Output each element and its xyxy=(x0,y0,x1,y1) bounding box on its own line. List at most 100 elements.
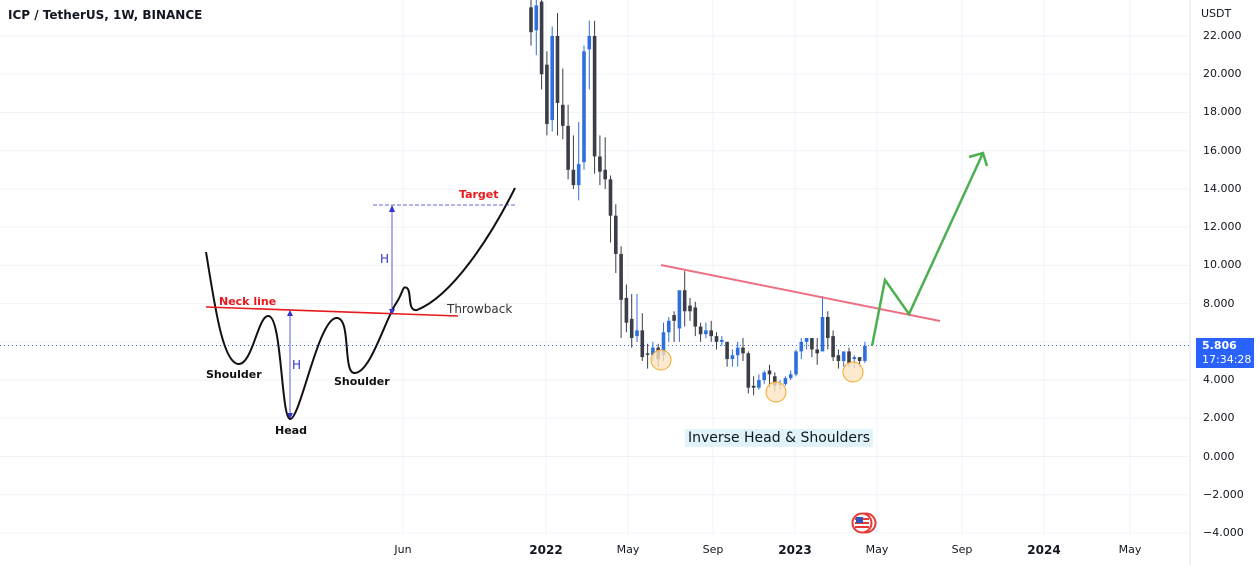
candle-body[interactable] xyxy=(757,380,761,388)
symbol-title[interactable]: ICP / TetherUS, 1W, BINANCE xyxy=(8,8,203,22)
arrow-up-icon xyxy=(389,205,395,212)
candle-body[interactable] xyxy=(714,336,719,342)
candle-body[interactable] xyxy=(799,341,804,352)
candle-body[interactable] xyxy=(826,316,830,339)
candle-body[interactable] xyxy=(852,357,857,360)
arrow-down-icon xyxy=(287,413,293,419)
candle-body[interactable] xyxy=(841,351,846,361)
candle-body[interactable] xyxy=(746,353,751,388)
candle-body[interactable] xyxy=(645,353,650,355)
candle-body[interactable] xyxy=(614,215,618,254)
us-flag-icon[interactable] xyxy=(851,512,877,534)
candle-body[interactable] xyxy=(831,336,835,358)
candle-body[interactable] xyxy=(698,326,703,335)
candle-body[interactable] xyxy=(529,7,533,33)
candle-body[interactable] xyxy=(741,347,745,354)
candle-body[interactable] xyxy=(788,374,793,379)
candle-body[interactable] xyxy=(725,341,729,360)
candle-body[interactable] xyxy=(629,318,634,339)
candle-body[interactable] xyxy=(566,125,570,170)
candle-body[interactable] xyxy=(794,351,798,375)
candle-body[interactable] xyxy=(783,378,788,384)
candle-body[interactable] xyxy=(720,339,724,342)
candle-body[interactable] xyxy=(688,305,692,312)
projection-arrow[interactable] xyxy=(870,152,985,347)
candle-body[interactable] xyxy=(661,332,666,356)
diagram-target-label: Target xyxy=(459,188,499,201)
candle-body[interactable] xyxy=(804,338,809,342)
price-tick-label: 14.000 xyxy=(1203,181,1242,195)
time-tick-label: May xyxy=(616,543,640,556)
candle-body[interactable] xyxy=(534,5,539,31)
candle-body[interactable] xyxy=(730,355,735,360)
time-tick-label: May xyxy=(1118,543,1142,556)
time-tick-label: 2023 xyxy=(778,543,812,557)
diagram-height-label-lower: H xyxy=(292,358,302,372)
candle-body[interactable] xyxy=(677,290,682,329)
pattern-caption[interactable]: Inverse Head & Shoulders xyxy=(685,429,874,447)
highlight-circle[interactable] xyxy=(650,349,672,371)
last-price-value: 5.806 xyxy=(1202,339,1237,352)
diagram-neckline-label: Neck line xyxy=(219,295,277,308)
candle-body[interactable] xyxy=(810,338,814,350)
price-tick-label: 16.000 xyxy=(1203,143,1242,157)
highlight-circle[interactable] xyxy=(765,381,787,403)
candle-body[interactable] xyxy=(672,315,676,321)
candle-body[interactable] xyxy=(762,372,766,381)
candle-body[interactable] xyxy=(863,345,867,361)
candle-body[interactable] xyxy=(709,330,713,337)
arrow-head-icon xyxy=(968,151,989,167)
highlight-circle[interactable] xyxy=(842,361,864,383)
candle-body[interactable] xyxy=(847,351,851,363)
candle-body[interactable] xyxy=(576,164,581,186)
candle-body[interactable] xyxy=(857,357,862,361)
time-tick-label: Sep xyxy=(702,543,724,556)
candle-body[interactable] xyxy=(682,290,687,312)
price-tick-label: 8.000 xyxy=(1203,296,1235,310)
candle-body[interactable] xyxy=(635,330,639,337)
price-tick-label: −2.000 xyxy=(1203,487,1244,501)
candle-body[interactable] xyxy=(550,36,554,121)
candle-body[interactable] xyxy=(561,104,565,126)
candle-body[interactable] xyxy=(836,355,841,361)
candle-body[interactable] xyxy=(539,1,544,75)
price-tick-label: −4.000 xyxy=(1203,526,1244,539)
price-axis-unit: USDT xyxy=(1201,7,1232,20)
candle-body[interactable] xyxy=(693,307,698,327)
candle-body[interactable] xyxy=(751,385,756,388)
candle-body[interactable] xyxy=(587,36,592,50)
candle-body[interactable] xyxy=(820,316,825,352)
candle-body[interactable] xyxy=(545,64,549,124)
candle-body[interactable] xyxy=(582,51,586,163)
candle-body[interactable] xyxy=(767,370,772,375)
time-tick-label: 2024 xyxy=(1027,543,1061,557)
candle-body[interactable] xyxy=(608,179,613,216)
candle-body[interactable] xyxy=(603,169,607,180)
candle-body[interactable] xyxy=(704,330,708,335)
time-tick-label: May xyxy=(865,543,889,556)
candle-body[interactable] xyxy=(667,320,671,333)
arrow-up-icon xyxy=(287,310,293,316)
diagram-price-curve xyxy=(205,187,516,421)
candle-body[interactable] xyxy=(624,297,629,323)
candle-body[interactable] xyxy=(555,36,560,103)
candle-body[interactable] xyxy=(598,156,602,172)
candle-body[interactable] xyxy=(735,347,740,356)
time-tick-label: 2022 xyxy=(529,543,563,557)
candle-body[interactable] xyxy=(619,253,623,300)
candle-body[interactable] xyxy=(640,330,645,358)
last-price-badge: 5.806 17:34:28 xyxy=(1196,338,1254,368)
diagram-throwback-label: Throwback xyxy=(447,302,513,316)
candle-body[interactable] xyxy=(773,376,777,386)
diagram-left-shoulder-label: Shoulder xyxy=(206,368,262,381)
price-tick-label: 0.000 xyxy=(1203,449,1235,463)
time-tick-label: Sep xyxy=(951,543,973,556)
candle-body[interactable] xyxy=(571,169,576,186)
candle-body[interactable] xyxy=(651,347,655,356)
candle-body[interactable] xyxy=(592,36,597,157)
neckline-trendline[interactable] xyxy=(660,264,941,322)
price-tick-label: 4.000 xyxy=(1203,373,1235,387)
candle-body[interactable] xyxy=(815,349,819,354)
